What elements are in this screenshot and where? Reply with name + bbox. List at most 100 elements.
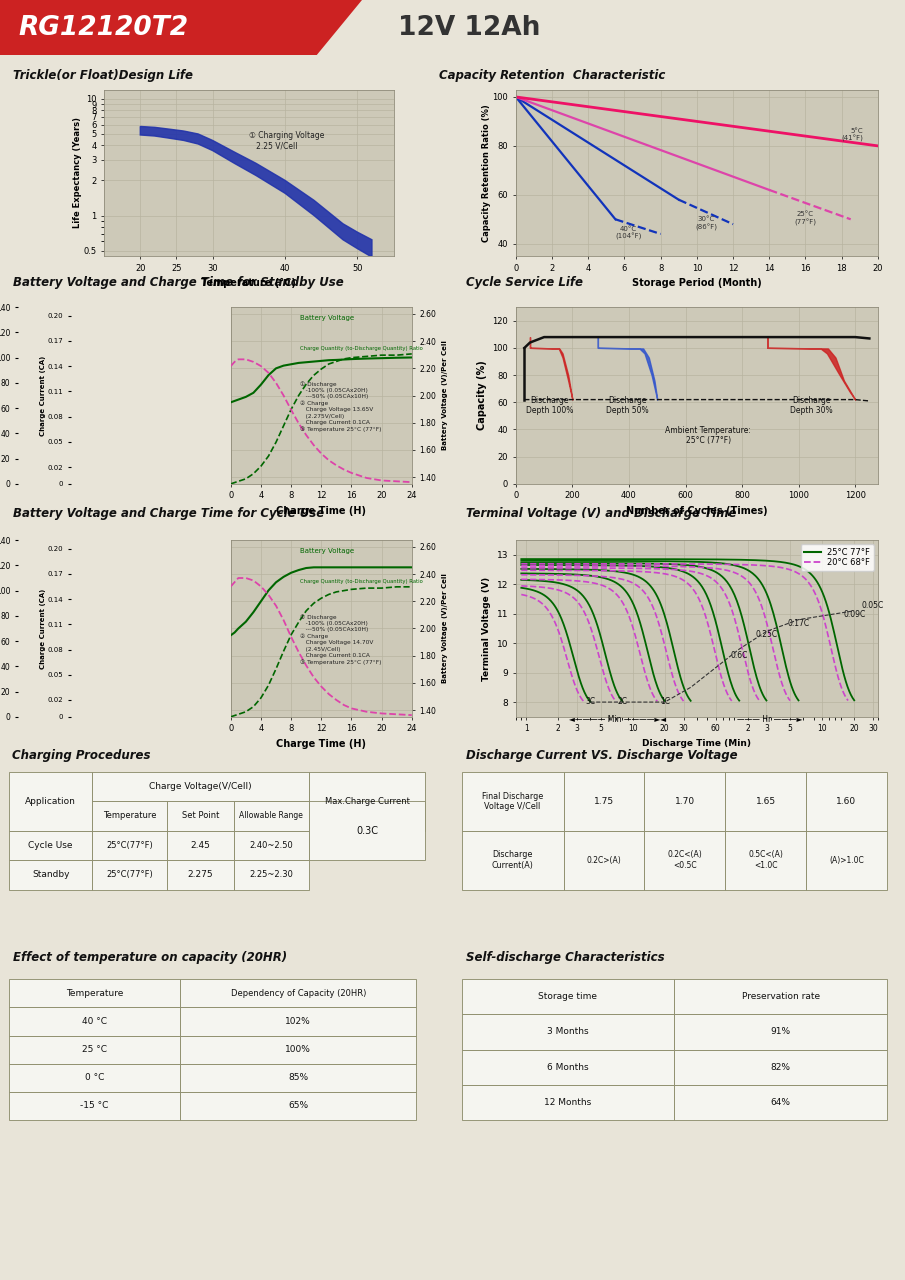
Text: 2.275: 2.275 — [187, 870, 214, 879]
Polygon shape — [140, 127, 372, 257]
Bar — [309, 772, 425, 831]
Text: 91%: 91% — [770, 1028, 791, 1037]
Text: 0.25C: 0.25C — [756, 630, 777, 639]
Bar — [9, 1064, 180, 1092]
Text: Preservation rate: Preservation rate — [741, 992, 820, 1001]
Text: RG12120T2: RG12120T2 — [18, 14, 188, 41]
Bar — [309, 801, 425, 860]
Text: 0.6C: 0.6C — [730, 652, 748, 660]
Text: Set Point: Set Point — [182, 812, 219, 820]
Y-axis label: Battery Voltage (V)/Per Cell: Battery Voltage (V)/Per Cell — [442, 573, 448, 684]
Bar — [9, 831, 92, 860]
Text: 65%: 65% — [288, 1101, 309, 1111]
Text: Discharge
Current(A): Discharge Current(A) — [491, 850, 534, 870]
Bar — [92, 860, 167, 890]
Bar — [644, 772, 725, 831]
Y-axis label: Capacity (%): Capacity (%) — [477, 361, 487, 430]
X-axis label: Discharge Time (Min): Discharge Time (Min) — [643, 739, 751, 748]
X-axis label: Storage Period (Month): Storage Period (Month) — [632, 278, 762, 288]
Text: ① Discharge
   -100% (0.05CAx20H)
   ---50% (0.05CAx10H)
② Charge
   Charge Volt: ① Discharge -100% (0.05CAx20H) ---50% (0… — [300, 614, 381, 664]
Bar — [806, 772, 887, 831]
Text: Cycle Service Life: Cycle Service Life — [466, 276, 583, 289]
Text: 2.25~2.30: 2.25~2.30 — [250, 870, 293, 879]
Y-axis label: Capacity Retention Ratio (%): Capacity Retention Ratio (%) — [482, 104, 491, 242]
Text: 2.45: 2.45 — [191, 841, 211, 850]
Polygon shape — [0, 0, 362, 55]
Text: 25 °C: 25 °C — [82, 1044, 107, 1055]
Text: 1.60: 1.60 — [836, 796, 856, 806]
Y-axis label: Life Expectancy (Years): Life Expectancy (Years) — [73, 118, 82, 228]
Y-axis label: Battery Voltage (V)/Per Cell: Battery Voltage (V)/Per Cell — [442, 340, 448, 451]
Text: 12 Months: 12 Months — [544, 1098, 592, 1107]
Bar — [674, 1085, 887, 1120]
Bar — [462, 772, 564, 831]
Text: 2C: 2C — [617, 696, 627, 705]
Text: Discharge
Depth 100%: Discharge Depth 100% — [526, 396, 574, 415]
Bar — [180, 1064, 416, 1092]
Text: Battery Voltage and Charge Time for Standby Use: Battery Voltage and Charge Time for Stan… — [13, 276, 344, 289]
Text: Cycle Use: Cycle Use — [28, 841, 73, 850]
Text: 5°C
(41°F): 5°C (41°F) — [842, 128, 863, 142]
Bar — [233, 860, 309, 890]
Text: Discharge Current VS. Discharge Voltage: Discharge Current VS. Discharge Voltage — [466, 749, 738, 762]
Text: 25°C(77°F): 25°C(77°F) — [107, 870, 153, 879]
Text: Effect of temperature on capacity (20HR): Effect of temperature on capacity (20HR) — [13, 951, 287, 964]
Text: 100%: 100% — [285, 1044, 311, 1055]
X-axis label: Charge Time (H): Charge Time (H) — [276, 506, 367, 516]
Text: Charging Procedures: Charging Procedures — [12, 749, 150, 762]
Text: 82%: 82% — [770, 1062, 791, 1071]
Bar — [462, 1014, 674, 1050]
Text: ◄———— Min ————►◄: ◄———— Min ————►◄ — [568, 716, 666, 724]
Text: 0 °C: 0 °C — [85, 1073, 104, 1083]
Text: 85%: 85% — [288, 1073, 309, 1083]
Text: 0.5C<(A)
<1.0C: 0.5C<(A) <1.0C — [748, 850, 783, 870]
Bar — [180, 1092, 416, 1120]
Bar — [674, 1014, 887, 1050]
Text: Self-discharge Characteristics: Self-discharge Characteristics — [466, 951, 664, 964]
Bar — [233, 801, 309, 831]
Text: Application: Application — [25, 796, 76, 806]
Text: Charge Voltage(V/Cell): Charge Voltage(V/Cell) — [149, 782, 252, 791]
Text: Temperature: Temperature — [66, 988, 123, 998]
Text: Battery Voltage: Battery Voltage — [300, 548, 354, 553]
Bar — [9, 1036, 180, 1064]
Text: Final Discharge
Voltage V/Cell: Final Discharge Voltage V/Cell — [482, 791, 543, 812]
Text: Ambient Temperature:
25°C (77°F): Ambient Temperature: 25°C (77°F) — [665, 426, 751, 445]
X-axis label: Charge Time (H): Charge Time (H) — [276, 739, 367, 749]
X-axis label: Number of Cycles (Times): Number of Cycles (Times) — [626, 506, 767, 516]
Bar — [92, 772, 309, 801]
Bar — [180, 1036, 416, 1064]
Text: ① Discharge
   -100% (0.05CAx20H)
   ---50% (0.05CAx10H)
② Charge
   Charge Volt: ① Discharge -100% (0.05CAx20H) ---50% (0… — [300, 381, 381, 431]
Text: 0.05C: 0.05C — [862, 600, 884, 609]
Text: Discharge
Depth 50%: Discharge Depth 50% — [606, 396, 649, 415]
Bar — [92, 831, 167, 860]
Bar — [167, 860, 233, 890]
Bar — [564, 831, 644, 890]
Text: Battery Voltage: Battery Voltage — [300, 315, 354, 320]
Bar — [92, 801, 167, 831]
Text: (A)>1.0C: (A)>1.0C — [829, 855, 864, 865]
Text: Charge Quantity (to-Discharge Quantity) Ratio: Charge Quantity (to-Discharge Quantity) … — [300, 579, 423, 584]
Text: 30°C
(86°F): 30°C (86°F) — [695, 216, 717, 230]
Text: 0.09C: 0.09C — [843, 609, 865, 618]
Y-axis label: Charge Current (CA): Charge Current (CA) — [40, 356, 46, 435]
Text: 0.3C: 0.3C — [356, 826, 378, 836]
Text: 1C: 1C — [660, 696, 670, 705]
Bar — [462, 1085, 674, 1120]
Text: 0.2C<(A)
<0.5C: 0.2C<(A) <0.5C — [668, 850, 702, 870]
Bar — [180, 979, 416, 1007]
Text: 25°C(77°F): 25°C(77°F) — [107, 841, 153, 850]
Text: Terminal Voltage (V) and Discharge Time: Terminal Voltage (V) and Discharge Time — [466, 507, 737, 520]
Bar — [725, 772, 806, 831]
Bar — [9, 772, 92, 831]
Text: Discharge
Depth 30%: Discharge Depth 30% — [790, 396, 833, 415]
Text: 0.2C>(A): 0.2C>(A) — [586, 855, 622, 865]
Bar — [462, 1050, 674, 1085]
Text: Dependency of Capacity (20HR): Dependency of Capacity (20HR) — [231, 988, 366, 998]
Bar — [674, 979, 887, 1014]
Text: ① Charging Voltage
   2.25 V/Cell: ① Charging Voltage 2.25 V/Cell — [249, 131, 324, 151]
Text: 6 Months: 6 Months — [548, 1062, 588, 1071]
Text: Trickle(or Float)Design Life: Trickle(or Float)Design Life — [13, 69, 193, 82]
Bar — [9, 1007, 180, 1036]
Text: Storage time: Storage time — [538, 992, 597, 1001]
